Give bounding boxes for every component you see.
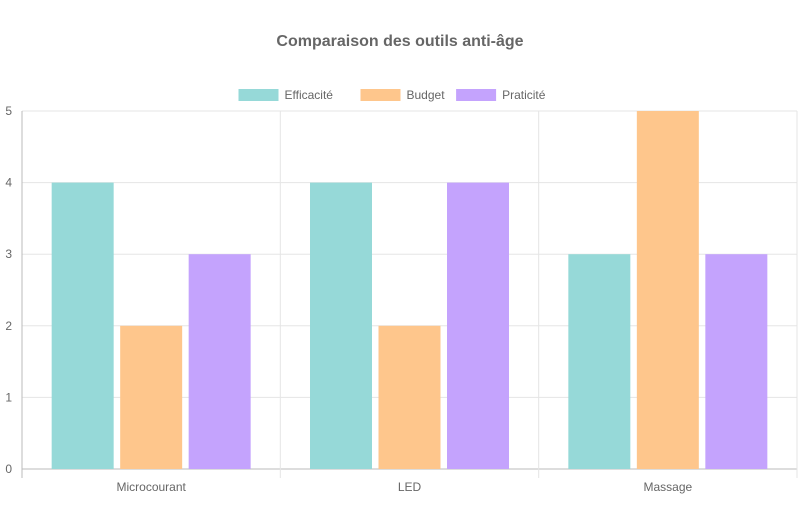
x-tick-label: LED [398, 480, 422, 494]
chart-title: Comparaison des outils anti-âge [276, 33, 523, 50]
y-tick-label: 0 [5, 462, 12, 476]
legend-swatch[interactable] [456, 89, 497, 101]
legend[interactable]: Efficacité Budget Praticité [238, 88, 546, 102]
bars [51, 111, 768, 469]
y-tick-label: 3 [5, 247, 12, 261]
bar-Praticité[interactable] [188, 254, 251, 469]
x-tick-label: Microcourant [116, 480, 186, 494]
legend-label[interactable]: Praticité [502, 88, 546, 102]
bar-Efficacité[interactable] [568, 254, 631, 469]
bar-Efficacité[interactable] [51, 182, 114, 469]
y-tick-label: 4 [5, 176, 12, 190]
legend-swatch[interactable] [238, 89, 279, 101]
legend-swatch[interactable] [360, 89, 401, 101]
x-tick-label: Massage [643, 480, 692, 494]
bar-Budget[interactable] [636, 111, 699, 469]
bar-Budget[interactable] [120, 325, 183, 469]
y-tick-label: 1 [5, 390, 12, 404]
legend-label[interactable]: Efficacité [285, 88, 334, 102]
bar-Praticité[interactable] [705, 254, 768, 469]
bar-Efficacité[interactable] [310, 182, 372, 469]
y-tick-label: 5 [5, 104, 12, 118]
axes: 0 1 2 3 4 5 Microcourant LED Massage [5, 104, 692, 494]
y-tick-label: 2 [5, 319, 12, 333]
legend-label[interactable]: Budget [407, 88, 446, 102]
bar-Budget[interactable] [378, 325, 441, 469]
bar-Praticité[interactable] [447, 182, 509, 469]
